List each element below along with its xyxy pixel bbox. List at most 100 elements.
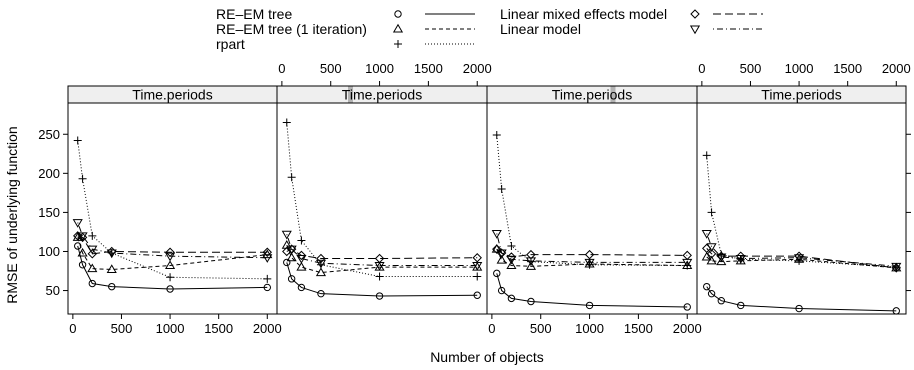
- data-point-triangle-up: [496, 254, 507, 264]
- data-point-triangle-down: [472, 262, 483, 271]
- data-point-triangle-down: [701, 230, 712, 239]
- data-point-circle: [473, 291, 481, 299]
- data-point-triangle-down: [491, 230, 502, 239]
- series-line-diamond: [706, 248, 897, 269]
- data-point-plus: [707, 208, 716, 217]
- data-point-triangle-up: [87, 263, 98, 273]
- x-tick-label: 1000: [785, 61, 814, 76]
- data-point-plus: [73, 136, 82, 145]
- series-line-diamond: [77, 235, 268, 255]
- data-point-triangle-down: [706, 243, 717, 252]
- series-line-triangle-down: [77, 222, 268, 259]
- series-line-triangle-up: [77, 237, 268, 270]
- series-line-plus: [706, 155, 897, 268]
- data-point-triangle-down: [374, 262, 385, 271]
- data-point-triangle-down: [262, 254, 273, 263]
- y-tick-label: 100: [38, 244, 60, 259]
- x-axis-title: Number of objects: [430, 349, 544, 365]
- y-tick-label: 200: [38, 166, 60, 181]
- y-tick-label: 250: [38, 127, 60, 142]
- data-point-triangle-down: [716, 253, 727, 263]
- data-point-diamond: [472, 253, 482, 263]
- data-point-triangle-down: [525, 257, 537, 267]
- data-point-diamond: [316, 253, 326, 264]
- data-point-circle: [527, 297, 535, 306]
- data-point-triangle-down: [793, 254, 805, 263]
- data-point-diamond: [506, 252, 517, 262]
- data-point-triangle-down: [106, 249, 117, 259]
- x-tick-label: 2000: [882, 61, 911, 76]
- data-point-plus: [492, 131, 501, 140]
- data-point-circle: [283, 258, 291, 267]
- data-point-triangle-up: [164, 260, 176, 270]
- x-tick-label: 1000: [156, 321, 185, 336]
- data-point-circle: [78, 261, 87, 269]
- data-point-triangle-down: [296, 255, 307, 264]
- data-point-diamond: [73, 231, 83, 241]
- data-point-triangle-down: [315, 259, 327, 269]
- panel-3: Time.periods 0 500 1000 1500 2000: [486, 85, 702, 336]
- data-point-triangle-down: [506, 255, 517, 265]
- data-point-triangle-down: [87, 245, 98, 255]
- data-point-triangle-down: [77, 232, 88, 242]
- series-line-triangle-down: [496, 233, 688, 263]
- data-point-circle: [166, 285, 174, 293]
- legend-label: RE–EM tree (1 iteration): [216, 21, 367, 37]
- data-point-triangle-down: [72, 219, 83, 228]
- data-point-triangle-up: [77, 247, 88, 257]
- y-tick-label: 50: [46, 283, 60, 298]
- data-point-circle: [795, 304, 803, 313]
- data-point-circle: [497, 286, 506, 295]
- data-point-diamond: [492, 244, 502, 254]
- legend-label: Linear model: [500, 21, 581, 37]
- x-tick-label: 2000: [463, 61, 492, 76]
- panel-frame: [696, 102, 907, 315]
- x-tick-label: 1500: [624, 321, 653, 336]
- x-tick-label: 1000: [365, 61, 394, 76]
- data-point-triangle-up: [506, 260, 517, 270]
- data-point-triangle-up: [716, 256, 727, 266]
- strip-indicator: [610, 86, 616, 103]
- data-point-plus: [263, 274, 272, 283]
- legend-marker: [392, 23, 404, 33]
- panel-4: Time.periods 0 500 1000 1500 2000: [696, 61, 911, 315]
- data-point-circle: [74, 242, 82, 250]
- data-point-circle: [493, 269, 501, 278]
- data-point-diamond: [87, 249, 98, 259]
- strip-indicator: [348, 86, 353, 103]
- series-line-plus: [496, 134, 688, 267]
- data-point-circle: [317, 289, 325, 298]
- data-point-triangle-up: [735, 255, 746, 265]
- data-point-circle: [703, 282, 711, 291]
- x-tick-label: 500: [111, 321, 133, 336]
- data-point-plus: [507, 242, 516, 251]
- data-point-triangle-up: [706, 255, 717, 265]
- data-point-triangle-down: [682, 258, 693, 268]
- legend-marker: [394, 40, 402, 48]
- data-point-circle: [585, 301, 594, 310]
- series-line-triangle-down: [706, 233, 897, 267]
- data-point-plus: [166, 273, 175, 282]
- x-tick-label: 1500: [204, 321, 233, 336]
- data-point-triangle-down: [891, 262, 902, 272]
- data-point-plus: [78, 174, 87, 183]
- x-tick-label: 1000: [575, 321, 604, 336]
- data-point-circle: [737, 301, 745, 310]
- series-line-diamond: [496, 248, 688, 258]
- data-point-triangle-down: [735, 255, 746, 264]
- data-point-plus: [473, 272, 482, 281]
- data-point-circle: [263, 283, 271, 292]
- legend-label: rpart: [216, 36, 245, 52]
- data-point-circle: [88, 279, 97, 288]
- strip-label: Time.periods: [132, 87, 212, 103]
- data-point-plus: [287, 173, 296, 182]
- x-tick-label: 1500: [833, 61, 862, 76]
- series-line-triangle-down: [286, 234, 478, 267]
- data-point-triangle-up: [701, 251, 712, 261]
- panel-frame: [276, 102, 488, 315]
- y-tick-label: 150: [38, 205, 60, 220]
- data-point-circle: [287, 275, 296, 283]
- x-tick-label: 2000: [253, 321, 282, 336]
- legend-label: RE–EM tree: [216, 6, 292, 22]
- x-tick-label: 500: [740, 61, 762, 76]
